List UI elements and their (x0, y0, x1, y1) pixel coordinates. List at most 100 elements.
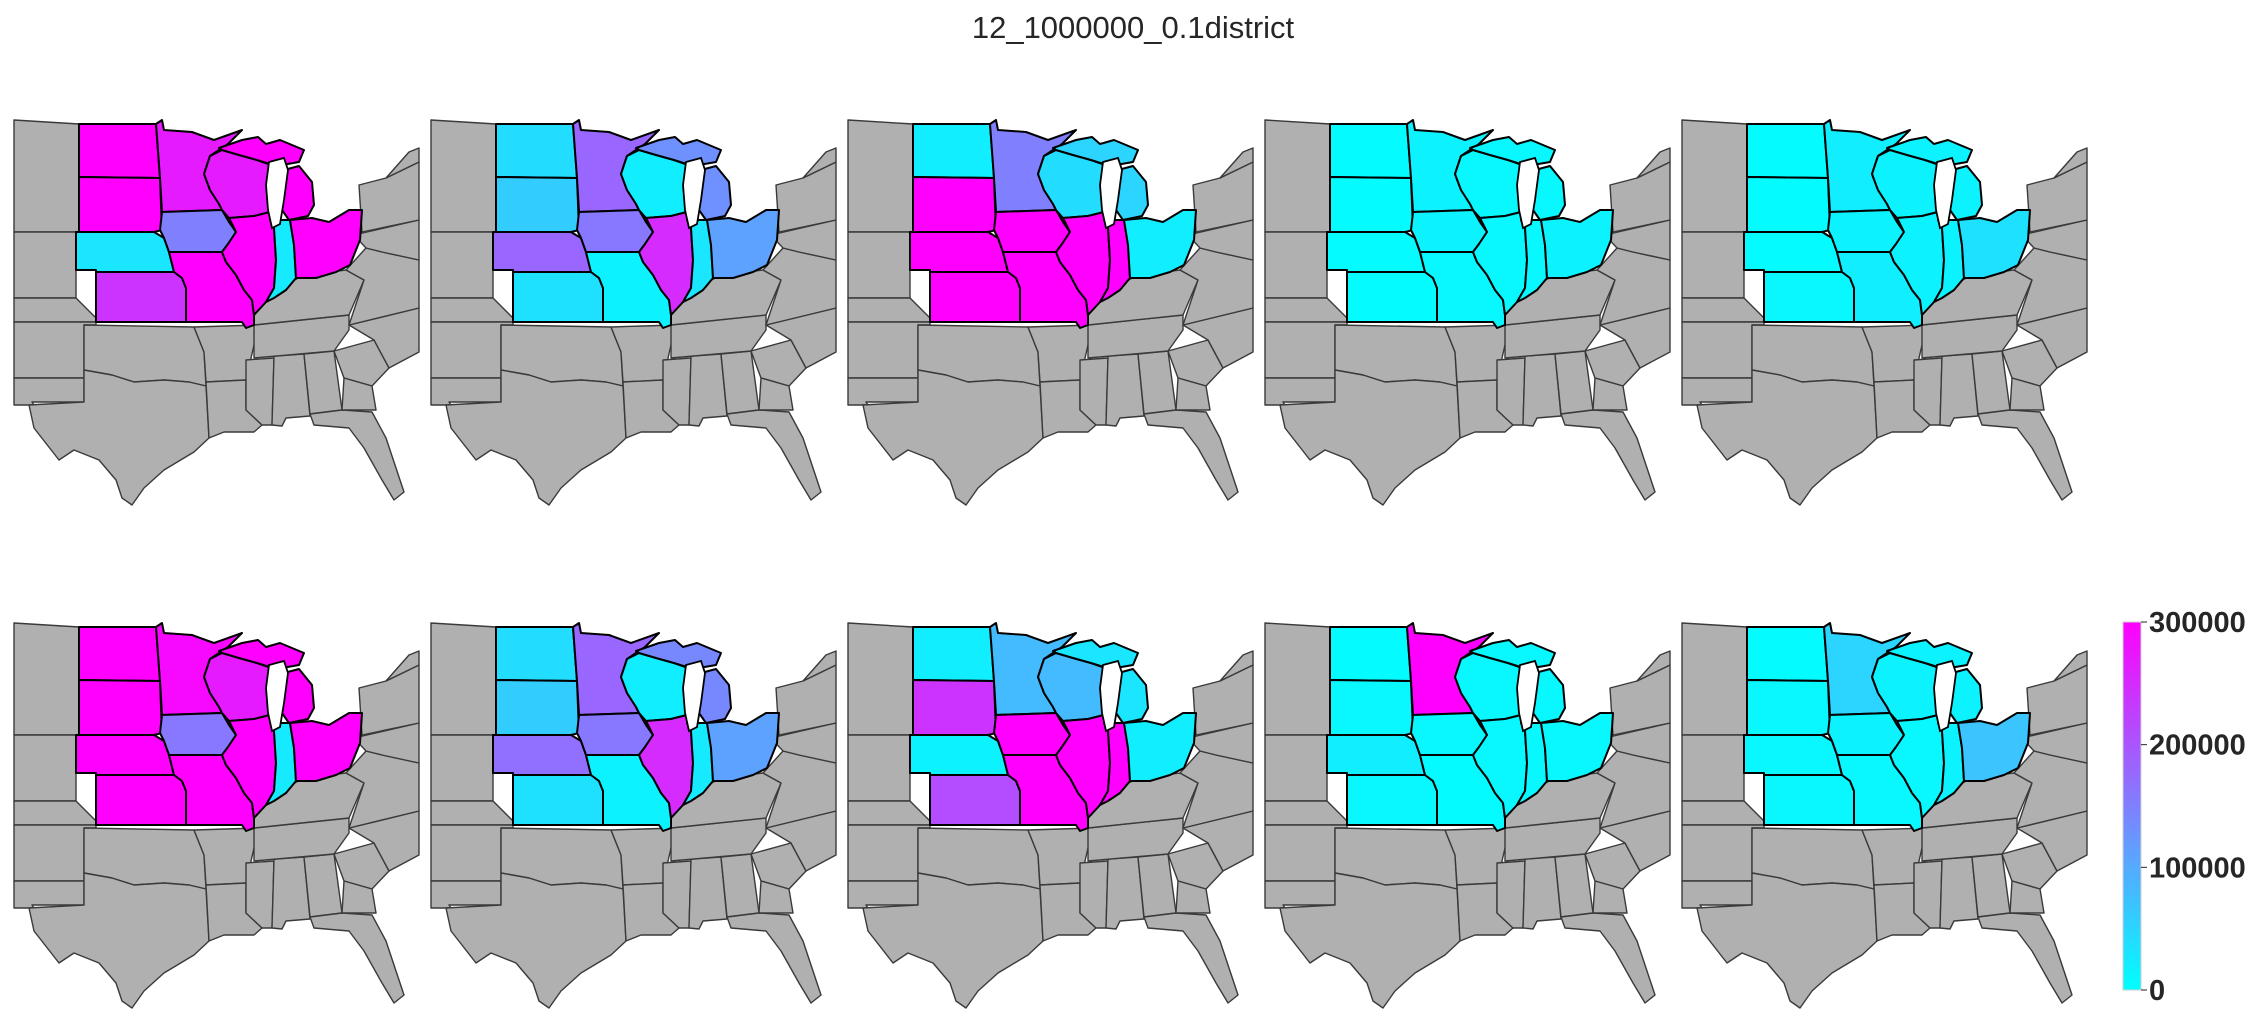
background-state (430, 622, 497, 736)
background-state (309, 409, 405, 501)
background-state (1264, 622, 1331, 736)
state-ne (492, 734, 592, 776)
lake-michigan (1099, 156, 1123, 230)
state-ne (1743, 231, 1843, 273)
background-state (1264, 119, 1331, 233)
background-state (333, 842, 390, 890)
colorbar-tick-label: 0 (2149, 975, 2165, 1007)
state-ne (909, 231, 1009, 273)
background-state (1264, 377, 1336, 406)
map-panel-r2-c5 (1681, 622, 2088, 1009)
background-state (1560, 912, 1656, 1004)
background-state (2001, 842, 2058, 890)
background-state (720, 350, 760, 415)
background-state (13, 800, 97, 826)
state-sd (78, 176, 163, 233)
background-state (445, 369, 627, 506)
background-state (1971, 853, 2011, 918)
lake-michigan (682, 156, 706, 230)
background-state (2009, 377, 2045, 411)
background-state (847, 119, 914, 233)
state-ks (1763, 774, 1855, 826)
figure-title: 12_1000000_0.1district (972, 10, 1295, 45)
background-state (720, 853, 760, 918)
background-state (1913, 860, 1943, 929)
background-state (1105, 856, 1145, 930)
background-state (775, 664, 837, 736)
background-state (13, 231, 80, 299)
background-state (1977, 912, 2073, 1004)
state-ne (1326, 231, 1426, 273)
state-ks (512, 271, 604, 323)
state-ia (576, 712, 654, 756)
colorbar-gradient (2122, 621, 2142, 991)
colorbar-ticks: 300000 200000 100000 0 (2141, 607, 2246, 1007)
background-state (1219, 147, 1254, 179)
background-state (13, 377, 85, 406)
map-panel-r1-c5 (1681, 119, 2088, 506)
background-state (750, 339, 807, 387)
background-state (1584, 842, 1641, 890)
map-panels (13, 119, 2088, 1009)
background-state (758, 377, 794, 411)
state-ne (1743, 734, 1843, 776)
background-state (358, 161, 420, 233)
background-state (1609, 161, 1671, 233)
map-panel-r1-c3 (847, 119, 1254, 506)
background-state (662, 357, 692, 426)
background-state (1079, 860, 1109, 929)
background-state (1264, 880, 1336, 909)
state-ks (95, 774, 187, 826)
background-state (2053, 147, 2088, 179)
state-oh (1957, 209, 2031, 279)
state-oh (289, 712, 363, 782)
state-ia (993, 712, 1071, 756)
colorbar-tick-label: 100000 (2149, 852, 2246, 884)
background-state (2001, 339, 2058, 387)
state-ks (929, 271, 1021, 323)
background-state (1143, 912, 1239, 1004)
background-state (13, 880, 85, 909)
background-state (847, 622, 914, 736)
state-ne (75, 734, 175, 776)
background-state (2009, 880, 2045, 914)
state-sd (1329, 176, 1414, 233)
background-state (1264, 297, 1348, 323)
background-state (445, 872, 627, 1009)
background-state (1496, 860, 1526, 929)
background-state (1554, 350, 1594, 415)
state-ia (159, 209, 237, 253)
lake-michigan (1516, 659, 1540, 733)
background-state (847, 297, 931, 323)
state-nd (1746, 626, 1829, 682)
background-state (1681, 800, 1765, 826)
lake-michigan (1933, 659, 1957, 733)
background-state (1264, 800, 1348, 826)
background-state (341, 377, 377, 411)
background-state (847, 880, 919, 909)
state-ne (909, 734, 1009, 776)
map-panel-r2-c3 (847, 622, 1254, 1009)
background-state (1681, 231, 1748, 299)
background-state (385, 147, 420, 179)
state-oh (706, 209, 780, 279)
background-state (385, 650, 420, 682)
background-state (13, 119, 80, 233)
background-state (847, 377, 919, 406)
background-state (1636, 147, 1671, 179)
background-state (303, 853, 343, 918)
state-ia (993, 209, 1071, 253)
state-oh (706, 712, 780, 782)
background-state (1175, 377, 1211, 411)
state-ks (95, 271, 187, 323)
state-ks (929, 774, 1021, 826)
state-oh (1540, 712, 1614, 782)
state-sd (1746, 176, 1831, 233)
background-state (333, 339, 390, 387)
background-state (309, 912, 405, 1004)
state-oh (1123, 209, 1197, 279)
colorbar-tick-label: 200000 (2149, 730, 2246, 762)
background-state (1522, 353, 1562, 427)
state-nd (1746, 123, 1829, 179)
background-state (1560, 409, 1656, 501)
